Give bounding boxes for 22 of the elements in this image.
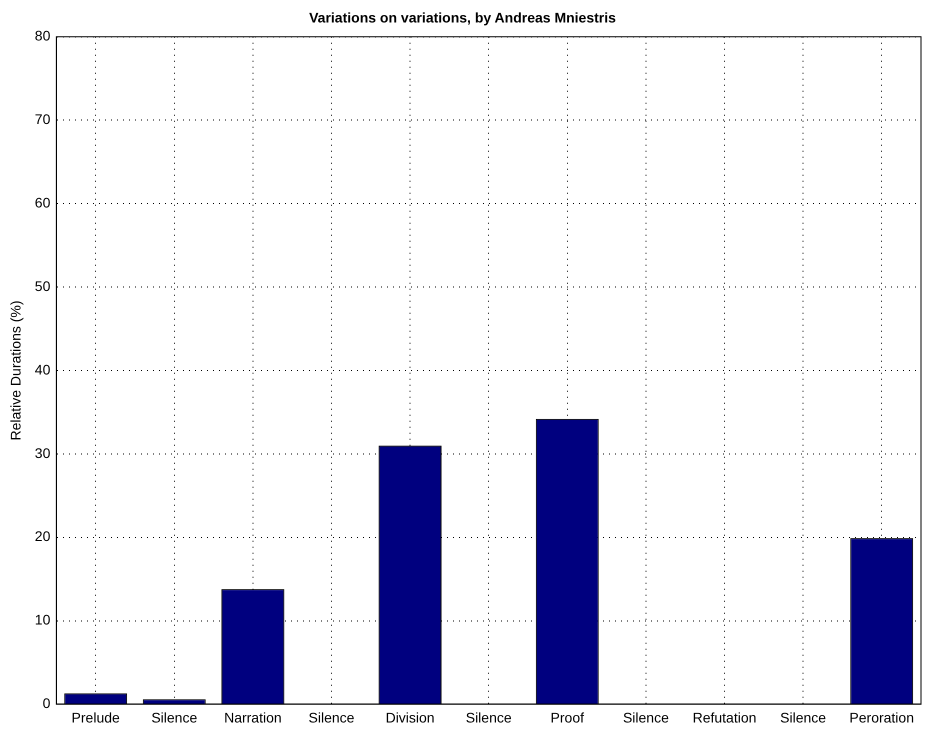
- x-tick-label: Division: [386, 709, 435, 726]
- x-tick-label: Silence: [151, 709, 198, 726]
- chart-title: Variations on variations, by Andreas Mniestris: [309, 9, 616, 26]
- x-tick-label: Narration: [224, 709, 282, 726]
- x-tick-label: Silence: [466, 709, 512, 726]
- y-tick-label: 10: [34, 612, 51, 628]
- y-tick-label: 60: [34, 194, 51, 211]
- x-tick-label: Proof: [550, 709, 584, 726]
- y-tick-label: 20: [34, 528, 51, 544]
- x-tick-label: Silence: [622, 709, 670, 726]
- x-tick-label: Silence: [780, 709, 826, 726]
- y-tick-label: 80: [34, 28, 51, 44]
- x-tick-label: Peroration: [849, 709, 914, 726]
- x-tick-label: Silence: [308, 709, 355, 726]
- y-tick-label: 70: [34, 111, 51, 128]
- y-tick-label: 50: [34, 278, 51, 294]
- x-tick-label: Prelude: [72, 709, 120, 726]
- x-tick-label: Refutation: [692, 709, 756, 726]
- y-tick-label: 0: [42, 695, 51, 712]
- y-tick-label: 40: [34, 361, 51, 378]
- y-tick-label: 30: [34, 444, 51, 461]
- y-axis-title: Relative Durations (%): [7, 300, 24, 441]
